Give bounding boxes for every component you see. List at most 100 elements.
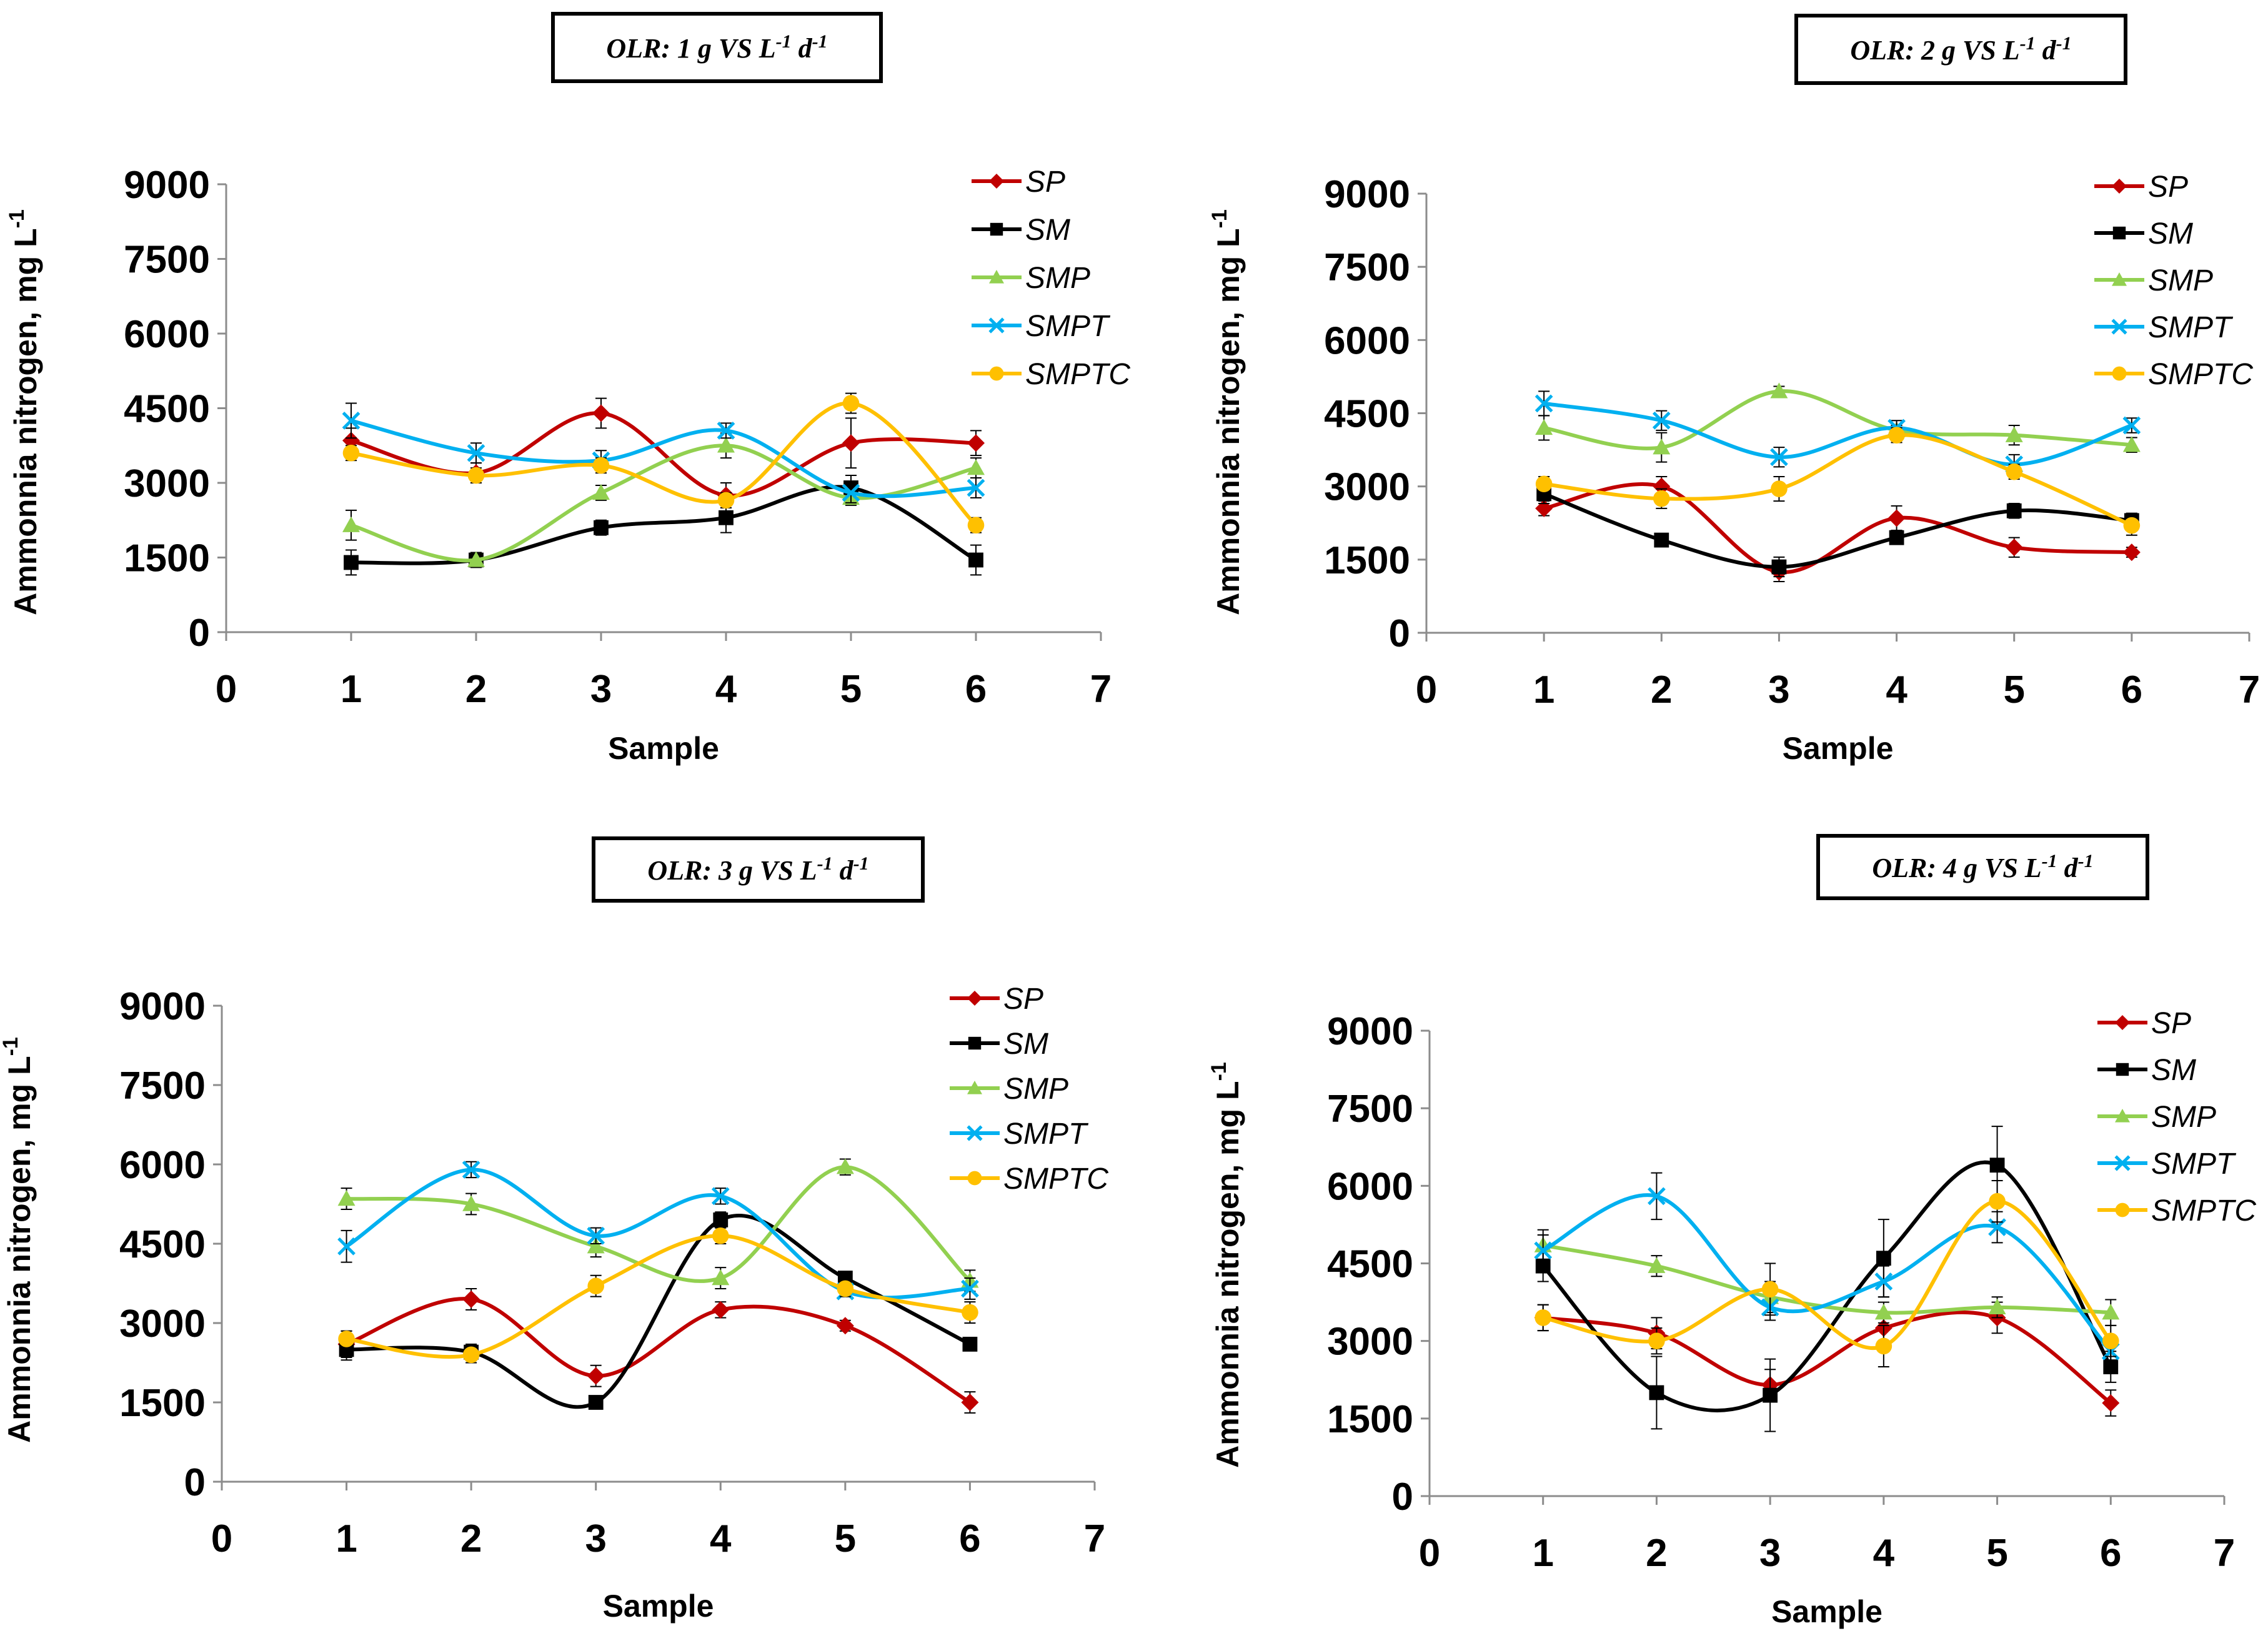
chart-title-text: OLR: 1 g VS L xyxy=(606,33,775,64)
x-tick-label: 3 xyxy=(1759,1532,1781,1575)
data-point-stroke xyxy=(842,483,860,502)
legend-marker xyxy=(2111,319,2127,335)
legend-marker xyxy=(2112,272,2127,286)
data-point-stroke xyxy=(961,1279,979,1298)
data-point xyxy=(837,1280,854,1297)
y-tick-label: 6000 xyxy=(1324,319,1410,362)
data-point xyxy=(462,1195,480,1211)
data-point xyxy=(967,434,985,452)
legend-item-sp: SP xyxy=(2094,171,2188,204)
y-tick-label: 4500 xyxy=(1324,393,1410,436)
data-point xyxy=(1763,1387,1778,1403)
data-point-stroke xyxy=(467,444,485,462)
legend-marker xyxy=(989,174,1004,189)
data-point xyxy=(967,459,985,475)
data-point xyxy=(342,412,361,430)
data-point-stroke xyxy=(2122,416,2141,435)
legend: SP SM SMP SMPT SMPTC xyxy=(2097,1007,2256,1227)
chart-title-text: d xyxy=(2036,35,2057,66)
data-point xyxy=(1648,1257,1666,1273)
data-point xyxy=(1653,477,1671,495)
data-point xyxy=(1889,530,1904,545)
data-point xyxy=(842,434,860,452)
legend-marker xyxy=(989,366,1004,381)
y-axis-label-text: Ammonnia nitrogen, mg L xyxy=(1210,1081,1245,1467)
x-tick-label: 6 xyxy=(965,668,987,711)
y-axis-label-sup: -1 xyxy=(1208,209,1231,228)
data-point xyxy=(592,404,610,422)
x-tick-label: 2 xyxy=(465,668,487,711)
x-tick-label: 5 xyxy=(840,668,862,711)
y-tick-label: 6000 xyxy=(1327,1165,1413,1208)
y-axis-label: Ammonnia nitrogen, mg L-1 xyxy=(5,209,43,615)
legend-label: SMPTC xyxy=(1025,358,1130,391)
data-point xyxy=(962,1336,978,1352)
data-point xyxy=(342,444,360,462)
legend: SP SM SMP SMPT SMPTC xyxy=(972,166,1130,391)
legend-label: SMPTC xyxy=(2151,1194,2256,1227)
x-tick-label: 0 xyxy=(216,668,237,711)
data-point xyxy=(1771,559,1787,575)
data-point xyxy=(588,1395,604,1410)
legend-item-smptc: SMPTC xyxy=(2094,358,2253,391)
x-tick-label: 2 xyxy=(1646,1532,1667,1575)
legend-label: SMPTC xyxy=(1003,1163,1108,1196)
y-tick-label: 1500 xyxy=(1327,1398,1413,1441)
chart-title-text: OLR: 4 g VS L xyxy=(1872,853,2041,883)
x-tick-label: 0 xyxy=(1419,1532,1440,1575)
legend-item-smpt: SMPT xyxy=(2097,1148,2237,1181)
y-axis-label-sup: -1 xyxy=(0,1037,22,1056)
legend-label: SMP xyxy=(2151,1101,2216,1134)
data-point xyxy=(337,1190,356,1206)
x-tick-label: 4 xyxy=(710,1517,732,1560)
data-point xyxy=(1535,419,1553,435)
series-smp xyxy=(1534,1229,2120,1326)
data-point xyxy=(1534,394,1553,413)
series-line xyxy=(346,1297,972,1404)
data-point xyxy=(1771,480,1788,497)
x-tick-label: 7 xyxy=(2214,1532,2235,1575)
y-tick-label: 3000 xyxy=(1327,1321,1413,1364)
series-sm xyxy=(1535,1126,2119,1432)
y-axis-label-text: Ammonnia nitrogen, mg L xyxy=(2,1056,37,1442)
x-tick-label: 3 xyxy=(585,1517,606,1560)
chart-title-sup: -1 xyxy=(2056,33,2072,54)
series-line xyxy=(351,411,977,498)
x-tick-label: 5 xyxy=(1986,1532,2007,1575)
legend-label: SMP xyxy=(1025,262,1090,295)
data-point xyxy=(342,516,360,532)
data-point xyxy=(462,1346,480,1364)
data-point xyxy=(2122,543,2141,562)
data-point xyxy=(2102,1304,2120,1320)
legend-label: SP xyxy=(2151,1007,2191,1040)
chart-title-sup: -1 xyxy=(2020,33,2036,54)
data-point xyxy=(2103,1359,2119,1374)
title-box xyxy=(592,836,925,903)
legend-marker xyxy=(2115,1109,2130,1123)
data-point xyxy=(467,444,485,462)
legend-marker xyxy=(2114,1155,2131,1171)
y-tick-label: 1500 xyxy=(124,537,210,580)
title-box xyxy=(1794,14,2127,85)
data-point xyxy=(467,551,485,567)
series-line xyxy=(1543,433,2133,527)
data-point xyxy=(1653,439,1671,455)
chart-title-sup: -1 xyxy=(2042,851,2057,871)
data-point xyxy=(1534,1241,1553,1260)
data-point xyxy=(2005,426,2023,442)
data-point-stroke xyxy=(1648,1187,1666,1206)
data-point xyxy=(712,1227,729,1244)
legend-marker xyxy=(2115,1015,2130,1030)
legend-marker xyxy=(2112,179,2127,194)
legend-marker xyxy=(990,222,1003,236)
legend: SP SM SMP SMPT SMPTC xyxy=(950,983,1108,1196)
series-line xyxy=(1542,1193,2112,1353)
legend-item-smp: SMP xyxy=(2094,264,2213,297)
legend: SP SM SMP SMPT SMPTC xyxy=(2094,171,2253,391)
data-point xyxy=(1770,382,1788,399)
chart-panel-1: OLR: 1 g VS L-1 d-1015003000450060007500… xyxy=(5,12,1130,766)
data-point xyxy=(1648,1187,1666,1206)
legend-marker xyxy=(989,270,1004,284)
y-tick-label: 9000 xyxy=(1324,173,1410,216)
